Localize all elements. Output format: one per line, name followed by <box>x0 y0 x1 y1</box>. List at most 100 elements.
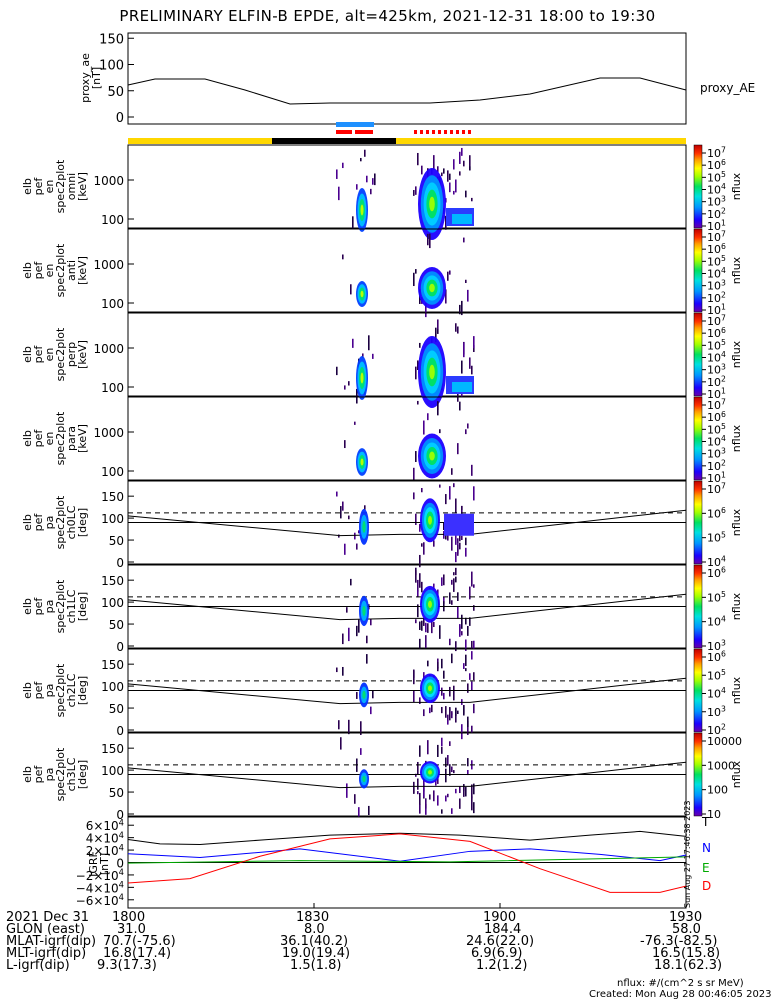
spectrogram-cell <box>473 345 475 353</box>
colorbar-title: nflux <box>730 424 743 452</box>
ytick-label: 0 <box>116 808 124 822</box>
panel-para <box>127 396 706 481</box>
spectrogram-cell <box>463 237 465 243</box>
spectrogram-cell <box>358 530 360 534</box>
spectrogram-cell <box>338 186 340 201</box>
panel-igrf <box>127 816 687 909</box>
spectrogram-cell <box>423 542 425 555</box>
proxy-ae-series-label: proxy_AE <box>700 81 755 95</box>
spectrogram-cell <box>461 147 463 156</box>
ytick-label: 1000 <box>93 258 124 272</box>
spectrogram-cell <box>421 543 423 547</box>
spectrogram-cell <box>449 173 451 180</box>
spectrogram-cell <box>354 794 356 804</box>
spectrogram-cell <box>370 188 372 195</box>
spectrogram-cell <box>443 522 445 530</box>
igrf-ylabel-line-1: [nT] <box>98 853 111 875</box>
spectrogram-cell <box>471 464 473 476</box>
panel-frame <box>127 312 687 397</box>
colorbar-label: 104 <box>707 434 726 448</box>
panel-anti-ylabel-line-2: en <box>43 264 56 278</box>
spectrogram-cell <box>419 745 421 757</box>
spectrogram-cell <box>445 215 447 230</box>
spectrogram-band <box>429 283 435 293</box>
spectrogram-cell <box>473 703 475 714</box>
panel-ch1-ylabel-line-5: [deg] <box>76 592 89 621</box>
spectrogram-cell <box>423 709 425 717</box>
spectrogram-cell <box>437 744 439 757</box>
footer-row-2-val-0: 70.7(-75.6) <box>103 934 176 949</box>
spectrogram-cell <box>463 663 465 669</box>
spectrogram-cell <box>368 805 370 816</box>
spectrogram-cell <box>413 690 415 703</box>
spectrogram-band <box>360 290 364 298</box>
spectrogram-cell <box>455 530 457 545</box>
spectrogram-cell <box>443 574 445 586</box>
spectrogram-cell <box>471 640 473 650</box>
panel-omni-ylabel-line-5: [keV] <box>76 172 89 201</box>
colorbar-title: nflux <box>730 340 743 368</box>
spectrogram-cell <box>437 589 439 596</box>
spectrogram-cell <box>437 166 439 172</box>
colorbar <box>693 228 703 313</box>
spectrogram-cell <box>425 803 427 815</box>
spectrogram-cell <box>471 365 473 375</box>
spectrogram-cell <box>469 586 471 600</box>
panel-ch3-ylabel-line-1: pef <box>32 765 45 784</box>
spectrogram-cell <box>342 501 344 511</box>
colorbar <box>693 732 703 817</box>
spectrogram-cell <box>425 302 427 318</box>
spectrogram-cell <box>354 532 356 540</box>
footer-row-2-val-1: 36.1(40.2) <box>280 934 349 949</box>
spectrogram-cell <box>419 554 421 568</box>
spectrogram-cell <box>461 505 463 511</box>
igrf-ytick-label: 6×104 <box>86 817 124 833</box>
panel-omni-ylabel-line-3: spec2plot <box>54 159 67 213</box>
spectrogram-cell <box>457 538 459 544</box>
ytick-label: 150 <box>101 742 124 756</box>
igrf-series-label-T: T <box>701 815 710 829</box>
colorbar-label: 105 <box>707 170 726 184</box>
spectrogram-cell <box>463 785 465 797</box>
spectrogram-cell <box>467 769 469 776</box>
ytick-label: 150 <box>101 658 124 672</box>
footer-row-0-val-2: 1900 <box>483 910 517 925</box>
spectrogram-cell <box>417 152 419 166</box>
spectrogram-band <box>362 520 366 533</box>
igrf-line-N <box>127 848 687 862</box>
colorbar-title: nflux <box>730 676 743 704</box>
spectrogram-cell <box>449 707 451 721</box>
spectrogram-cell <box>471 784 473 799</box>
igrf-series-label-N: N <box>702 841 711 855</box>
spectrogram-cell <box>471 571 473 587</box>
ytick-label: 0 <box>116 556 124 570</box>
panel-omni-ylabel-line-0: elb <box>21 178 34 195</box>
proxy-ae-ylabel-line-1: [nT] <box>90 67 103 89</box>
spectrogram-band <box>428 685 432 692</box>
spectrogram-cell <box>417 590 419 598</box>
spectrogram-cell <box>461 360 463 374</box>
panel-ch0-ylabel-line-4: ch0LC <box>65 505 78 539</box>
spectrogram-cell <box>415 186 417 195</box>
footer-row-4-label: L-igrf(dip) <box>6 958 70 973</box>
spectrogram-cell <box>433 790 435 802</box>
spectrogram-cell <box>415 513 417 525</box>
spectrogram-cell <box>419 803 421 814</box>
colorbar <box>693 564 703 649</box>
ytick-label: 50 <box>109 786 124 800</box>
footer-row-1-val-1: 8.0 <box>304 922 325 937</box>
colorbar-label: 102 <box>707 290 726 304</box>
footer-row-0-val-0: 1800 <box>112 910 146 925</box>
science-bar-red-b <box>355 130 373 134</box>
colorbar-label: 106 <box>707 506 726 520</box>
panel-ch2-ylabel-line-1: pef <box>32 681 45 700</box>
spectrogram-cell <box>465 617 467 625</box>
ytick-label: 50 <box>109 618 124 632</box>
colorbar-title: nflux <box>730 592 743 620</box>
spectrogram-cell <box>348 381 350 386</box>
spectrogram-cell <box>427 623 429 633</box>
ytick-label: 100 <box>101 512 124 526</box>
colorbar-label: 102 <box>707 206 726 220</box>
spectrogram-cell <box>451 579 453 585</box>
footer-row-4-val-1: 1.5(1.8) <box>290 958 342 973</box>
